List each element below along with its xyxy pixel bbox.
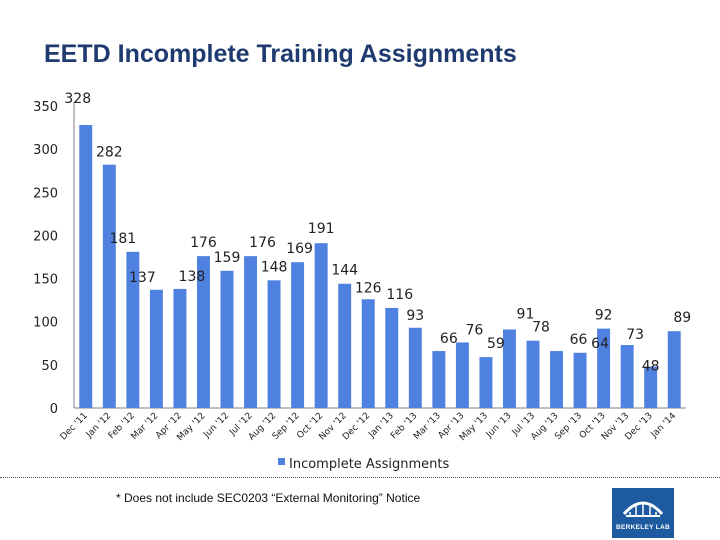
logo-text: BERKELEY LAB — [615, 524, 671, 531]
bar — [526, 340, 540, 408]
y-tick-label: 0 — [50, 402, 58, 417]
bar — [314, 243, 328, 408]
x-tick-label: Jan '14 — [649, 411, 679, 441]
bar — [361, 299, 375, 408]
bar — [502, 329, 516, 408]
data-label: 148 — [261, 259, 288, 275]
bar — [220, 270, 234, 408]
y-tick-label: 250 — [33, 186, 58, 201]
page-title: EETD Incomplete Training Assignments — [44, 40, 517, 68]
data-label: 144 — [331, 263, 358, 279]
data-label: 191 — [308, 221, 335, 237]
data-label: 92 — [595, 308, 613, 324]
y-tick-label: 150 — [33, 273, 58, 288]
y-tick-label: 50 — [41, 359, 58, 374]
data-label: 282 — [96, 145, 123, 161]
bar — [479, 357, 493, 408]
data-label: 328 — [64, 91, 91, 107]
bar — [149, 289, 163, 408]
bar — [385, 307, 399, 408]
bar — [573, 352, 587, 408]
bar — [291, 262, 305, 408]
bar — [173, 288, 187, 408]
bar — [644, 366, 658, 408]
x-tick-label: Jun '13 — [484, 411, 514, 441]
data-label: 76 — [465, 322, 483, 338]
bar-chart: 350 300 250 200 150 100 50 0 328 282 181 137 138 176… — [33, 91, 691, 472]
data-label: 91 — [517, 306, 535, 322]
x-tick-label: Dec '11 — [59, 411, 90, 442]
bars-group — [79, 124, 681, 409]
data-label: 66 — [440, 331, 458, 347]
legend-swatch — [278, 458, 285, 465]
bar — [338, 283, 352, 408]
data-label: 116 — [386, 287, 413, 303]
y-tick-label: 200 — [33, 229, 58, 244]
data-label: 66 — [570, 332, 588, 348]
data-label: 169 — [286, 241, 313, 257]
bar — [79, 124, 93, 409]
data-label: 176 — [190, 235, 217, 251]
bar — [267, 280, 281, 408]
legend-label: Incomplete Assignments — [289, 457, 449, 472]
data-label: 89 — [673, 310, 691, 326]
data-label: 126 — [355, 280, 382, 296]
bar — [102, 164, 116, 408]
data-label: 159 — [214, 250, 241, 266]
x-tick-label: Jun '12 — [202, 411, 232, 441]
data-label: 48 — [642, 359, 660, 375]
bar — [432, 351, 446, 408]
y-tick-label: 300 — [33, 143, 58, 158]
data-label: 59 — [487, 336, 505, 352]
footnote: * Does not include SEC0203 “External Mon… — [116, 491, 421, 505]
data-label: 93 — [406, 308, 424, 324]
legend: Incomplete Assignments — [278, 457, 449, 472]
data-label: 176 — [249, 235, 276, 251]
bar — [455, 342, 469, 408]
bar — [620, 345, 634, 408]
bar — [550, 351, 564, 408]
data-label: 137 — [129, 270, 156, 286]
data-label: 138 — [179, 269, 206, 285]
y-tick-label: 100 — [33, 316, 58, 331]
bar — [597, 328, 611, 408]
data-label: 78 — [532, 320, 550, 336]
berkeley-lab-logo-icon: BERKELEY LAB — [612, 488, 674, 538]
y-tick-label: 350 — [33, 100, 58, 115]
footer-divider — [0, 477, 720, 478]
data-label: 181 — [109, 231, 136, 247]
bar — [408, 327, 422, 408]
data-label: 73 — [626, 327, 644, 343]
data-label: 64 — [591, 336, 609, 352]
bar — [667, 331, 681, 408]
bar — [126, 251, 140, 408]
bar — [196, 256, 210, 408]
y-axis-ticks: 350 300 250 200 150 100 50 0 — [33, 100, 58, 417]
bar — [244, 256, 258, 408]
